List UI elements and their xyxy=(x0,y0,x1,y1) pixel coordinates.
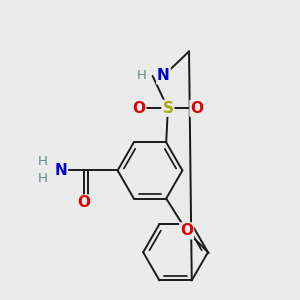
Text: H: H xyxy=(137,69,147,82)
Text: O: O xyxy=(132,101,146,116)
Text: O: O xyxy=(190,101,203,116)
Text: N: N xyxy=(54,163,67,178)
Text: H: H xyxy=(38,155,48,168)
Text: N: N xyxy=(157,68,170,83)
Text: H: H xyxy=(38,172,48,185)
Text: S: S xyxy=(162,101,173,116)
Text: O: O xyxy=(180,224,193,238)
Text: O: O xyxy=(77,195,90,210)
